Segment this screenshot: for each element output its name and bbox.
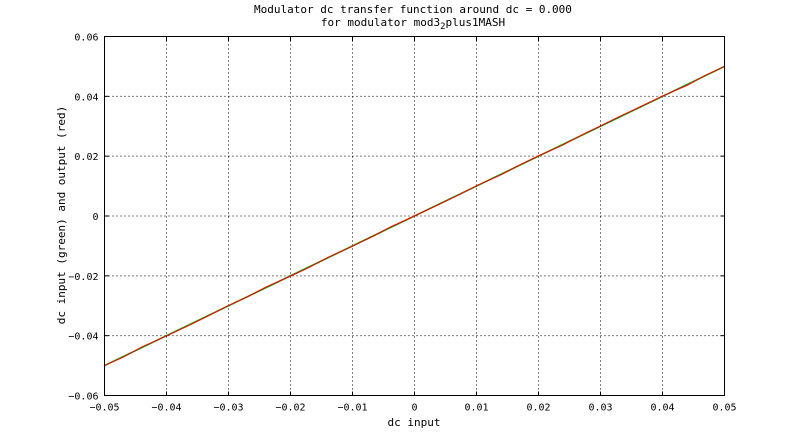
y-tick-label: −0.06	[68, 392, 98, 403]
x-tick-label: 0.01	[464, 403, 488, 414]
y-tick-label: 0	[92, 212, 98, 223]
x-tick-label: −0.02	[275, 403, 305, 414]
x-tick-label: 0.04	[650, 403, 674, 414]
x-tick-label: 0.05	[712, 403, 736, 414]
title-line-2-prefix: for modulator mod3	[321, 16, 440, 29]
y-tick-label: −0.02	[68, 272, 98, 283]
x-tick-label: −0.01	[337, 403, 367, 414]
y-tick-label: 0.04	[74, 92, 98, 103]
title-line-2-subscript: 2	[440, 22, 445, 32]
y-axis-label: dc input (green) and output (red)	[55, 106, 68, 325]
title-line-2-suffix: plus1MASH	[446, 16, 506, 29]
x-tick-label: −0.04	[151, 403, 181, 414]
x-tick-label: 0.03	[588, 403, 612, 414]
x-tick-label: 0.02	[526, 403, 550, 414]
x-tick-label: −0.03	[213, 403, 243, 414]
chart-title-line-2: for modulator mod32plus1MASH	[321, 16, 505, 32]
y-tick-label: 0.06	[74, 33, 98, 44]
series-line-red	[104, 65, 725, 367]
ticks: −0.05 −0.04 −0.03 −0.02 −0.01 0 0.01 0.02 0.03 0.…	[68, 33, 736, 414]
series-layer	[104, 65, 725, 367]
x-tick-label: 0	[411, 403, 417, 414]
chart-title-line-1: Modulator dc transfer function around dc…	[254, 3, 572, 16]
y-tick-label: 0.02	[74, 152, 98, 163]
y-tick-label: −0.04	[68, 332, 98, 343]
x-tick-label: −0.05	[89, 403, 119, 414]
x-axis-label: dc input	[388, 416, 441, 429]
grid	[104, 36, 725, 396]
